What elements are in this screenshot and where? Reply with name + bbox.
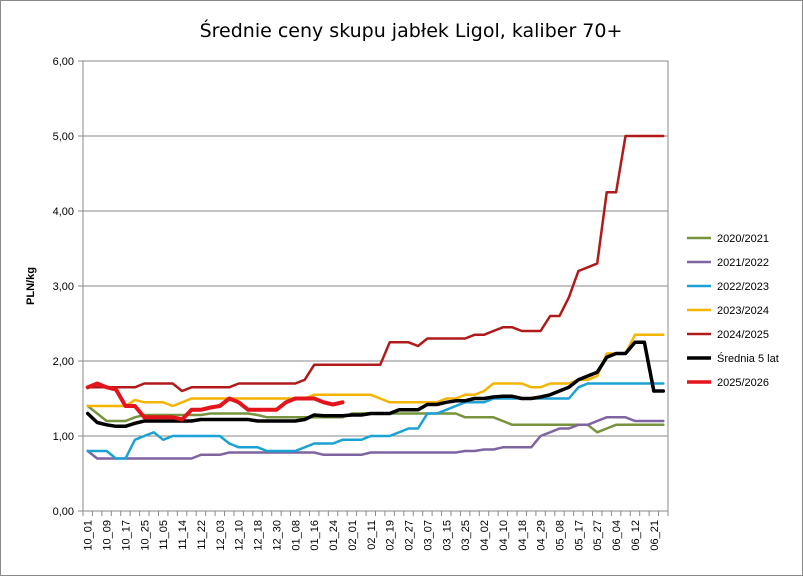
x-tick-label: 01_24 xyxy=(328,520,340,551)
x-axis-ticks: 10_01 10_09 10_17 10_25 11_05 11_14 11_22 12_03… xyxy=(82,511,669,551)
x-tick-label: 12_03 xyxy=(215,520,227,551)
x-tick-label: 10_17 xyxy=(120,520,132,551)
series-line-6 xyxy=(85,381,345,422)
legend-entry-3: 2023/2024 xyxy=(717,305,769,317)
x-tick-label: 05_17 xyxy=(573,520,585,551)
legend-entry-6: 2025/2026 xyxy=(717,377,769,389)
x-tick-label: 05_27 xyxy=(592,520,604,551)
x-tick-label: 03_25 xyxy=(460,520,472,551)
x-tick-label: 02_27 xyxy=(404,520,416,551)
x-tick-label: 04_10 xyxy=(498,520,510,551)
x-tick-label: 06_12 xyxy=(630,520,642,551)
y-axis-ticks: 0,00 1,00 2,00 3,00 4,00 5,00 6,00 xyxy=(53,56,83,518)
x-tick-label: 12_10 xyxy=(234,520,246,551)
series-line-3 xyxy=(86,333,665,408)
x-tick-label: 11_14 xyxy=(177,520,189,550)
y-tick-label: 3,00 xyxy=(53,281,74,293)
legend-entry-5: Średnia 5 lat xyxy=(717,352,779,365)
x-tick-label: 04_18 xyxy=(517,520,529,551)
series-line-1 xyxy=(86,416,665,460)
x-tick-label: 11_05 xyxy=(158,520,170,550)
x-tick-label: 01_08 xyxy=(290,520,302,551)
legend-entry-1: 2021/2022 xyxy=(717,257,769,269)
x-tick-label: 03_07 xyxy=(422,520,434,551)
x-tick-label: 06_04 xyxy=(611,520,623,551)
x-tick-label: 06_21 xyxy=(649,520,661,551)
legend-entry-2: 2022/2023 xyxy=(717,281,769,293)
x-tick-label: 10_09 xyxy=(102,520,114,551)
x-tick-label: 05_08 xyxy=(554,520,566,551)
legend: 2020/2021 2021/2022 2022/2023 2023/2024 2024… xyxy=(687,233,779,389)
series-lines xyxy=(85,134,666,460)
y-axis-label: PLN/kg xyxy=(25,267,37,305)
legend-entry-0: 2020/2021 xyxy=(717,233,769,245)
series-line-5 xyxy=(85,340,666,429)
x-tick-label: 12_30 xyxy=(271,520,283,551)
series-line-2 xyxy=(86,382,665,460)
series-line-4 xyxy=(86,134,665,393)
x-tick-label: 03_15 xyxy=(441,520,453,551)
x-tick-label: 01_16 xyxy=(309,520,321,551)
legend-entry-4: 2024/2025 xyxy=(717,329,769,341)
x-tick-label: 10_01 xyxy=(83,520,95,551)
x-tick-label: 04_29 xyxy=(536,520,548,551)
y-tick-label: 6,00 xyxy=(53,56,74,68)
x-tick-label: 12_18 xyxy=(253,520,265,551)
x-tick-label: 02_19 xyxy=(385,520,397,551)
x-tick-label: 10_25 xyxy=(139,520,151,551)
x-tick-label: 02_11 xyxy=(366,520,378,550)
y-tick-label: 0,00 xyxy=(53,506,74,518)
chart-title: Średnie ceny skupu jabłek Ligol, kaliber… xyxy=(200,18,623,42)
y-tick-label: 5,00 xyxy=(53,131,74,143)
y-tick-label: 2,00 xyxy=(53,356,74,368)
x-tick-label: 11_22 xyxy=(196,520,208,550)
y-tick-label: 4,00 xyxy=(53,206,74,218)
x-tick-label: 04_02 xyxy=(479,520,491,551)
x-tick-label: 02_01 xyxy=(347,520,359,551)
y-tick-label: 1,00 xyxy=(53,431,74,443)
